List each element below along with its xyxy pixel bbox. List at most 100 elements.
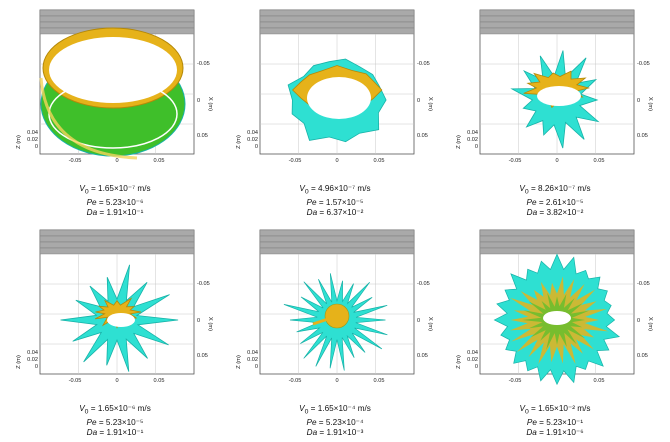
dissolution-front	[493, 253, 621, 386]
band-strip	[259, 247, 415, 255]
side-tick-label: 0	[637, 98, 640, 104]
band-strip	[39, 241, 195, 249]
band-strip	[39, 235, 195, 243]
pe-line: Pe = 5.23×10⁻⁶	[86, 198, 144, 208]
band-strip	[479, 9, 635, 17]
side-tick-label: 0	[197, 98, 200, 104]
side-tick-label: 0	[417, 98, 420, 104]
dissolution-front	[510, 50, 600, 149]
side-tick-label: 0.05	[417, 353, 428, 359]
z-tick-label: 0.04	[247, 350, 258, 356]
band-strip	[39, 229, 195, 237]
z-axis-label: Z (m)	[456, 135, 462, 149]
z-tick-label: 0.04	[247, 130, 258, 136]
side-axis-label: X (m)	[647, 97, 653, 111]
bottom-tick-label: -0.05	[69, 158, 82, 164]
panel-3: -0.05 0 0.05 -0.05 0 0.05 X (m) 0.04 0.02 0 Z (m) …	[456, 4, 653, 217]
z-tick-label: 0	[475, 364, 478, 370]
z-tick-label: 0.04	[467, 130, 478, 136]
bottom-tick-label: 0.05	[374, 158, 385, 164]
dissolution-front	[283, 273, 388, 371]
v0-unit: m/s	[577, 404, 591, 413]
da-line: Da = 1.91×10⁻¹	[86, 428, 144, 438]
panel-4: -0.05 0 0.05 -0.05 0 0.05 X (m) 0.04 0.02 0 Z (m) …	[16, 224, 213, 437]
front-hole	[543, 311, 571, 325]
bottom-tick-label: 0.05	[594, 158, 605, 164]
z-tick-label: 0	[35, 364, 38, 370]
side-tick-label: 0.05	[637, 133, 648, 139]
side-tick-label: 0	[417, 318, 420, 324]
pe-line: Pe = 5.23×10⁻¹	[526, 418, 584, 428]
panel-caption: V0 = 1.65×10⁻² m/s Pe = 5.23×10⁻¹ Da = 1…	[466, 404, 644, 439]
pe-value: 5.23×10⁻⁴	[325, 418, 364, 428]
pe-value: 5.23×10⁻⁶	[105, 198, 144, 208]
bottom-tick-label: -0.05	[69, 378, 82, 384]
bottom-tick-label: -0.05	[289, 378, 302, 384]
side-axis-label: X (m)	[207, 317, 213, 331]
da-value: 6.37×10⁻²	[326, 208, 364, 218]
side-tick-label: 0	[637, 318, 640, 324]
bottom-tick-label: 0	[115, 378, 118, 384]
panel-caption: V0 = 1.65×10⁻⁶ m/s Pe = 5.23×10⁻⁵ Da = 1…	[26, 404, 204, 439]
z-tick-label: 0.02	[27, 357, 38, 363]
v0-value: 1.65×10⁻⁶	[97, 404, 136, 413]
panel-caption: V0 = 8.26×10⁻⁷ m/s Pe = 2.61×10⁻⁵ Da = 3…	[466, 184, 644, 219]
band-strip	[259, 241, 415, 249]
ring-hole	[49, 37, 177, 103]
side-tick-label: -0.05	[417, 281, 430, 287]
panel-5: -0.05 0 0.05 -0.05 0 0.05 X (m) 0.04 0.02 0 Z (m) …	[236, 224, 433, 437]
pe-value: 5.23×10⁻⁵	[105, 418, 144, 428]
dissolution-front	[60, 264, 179, 372]
v0-value: 8.26×10⁻⁷	[538, 184, 576, 193]
z-axis-label: Z (m)	[16, 135, 22, 149]
da-value: 1.91×10⁻⁶	[546, 428, 584, 438]
box-top-band	[479, 229, 635, 255]
side-tick-label: -0.05	[197, 61, 210, 67]
front-hole	[107, 313, 135, 327]
panel-caption: V0 = 1.65×10⁻⁴ m/s Pe = 5.23×10⁻⁴ Da = 1…	[246, 404, 424, 439]
band-strip	[479, 27, 635, 35]
z-tick-label: 0	[475, 144, 478, 150]
panel-caption: V0 = 1.65×10⁻⁷ m/s Pe = 5.23×10⁻⁶ Da = 1…	[26, 184, 204, 219]
band-strip	[479, 229, 635, 237]
z-axis-label: Z (m)	[16, 355, 22, 369]
da-line: Da = 1.91×10⁻³	[306, 428, 364, 438]
bottom-tick-label: 0.05	[594, 378, 605, 384]
pe-line: Pe = 2.61×10⁻⁵	[526, 198, 584, 208]
da-line: Da = 1.91×10⁻⁶	[526, 428, 584, 438]
side-tick-label: 0.05	[197, 133, 208, 139]
side-axis-label: X (m)	[427, 317, 433, 331]
da-line: Da = 6.37×10⁻²	[306, 208, 364, 218]
band-strip	[259, 9, 415, 17]
band-strip	[259, 27, 415, 35]
bottom-tick-label: 0.05	[154, 378, 165, 384]
da-line: Da = 3.82×10⁻²	[526, 208, 584, 218]
bottom-tick-label: 0	[335, 158, 338, 164]
z-tick-label: 0	[255, 364, 258, 370]
pe-value: 2.61×10⁻⁵	[545, 198, 584, 208]
pe-line: Pe = 5.23×10⁻⁴	[306, 418, 364, 428]
v0-line: V0 = 1.65×10⁻⁷ m/s	[79, 184, 151, 196]
side-axis-label: X (m)	[207, 97, 213, 111]
side-tick-label: 0	[197, 318, 200, 324]
panel-2: -0.05 0 0.05 -0.05 0 0.05 X (m) 0.04 0.02 0 Z (m) …	[236, 4, 433, 217]
da-value: 1.91×10⁻¹	[106, 428, 144, 438]
bottom-tick-label: 0	[555, 158, 558, 164]
ring-highlight	[39, 77, 138, 160]
v0-unit: m/s	[357, 184, 371, 193]
band-strip	[39, 21, 195, 29]
da-value: 1.91×10⁻³	[326, 428, 364, 438]
z-tick-label: 0.02	[27, 137, 38, 143]
side-tick-label: -0.05	[637, 61, 650, 67]
side-tick-label: 0.05	[197, 353, 208, 359]
band-strip	[479, 247, 635, 255]
front-streak	[312, 314, 338, 326]
bottom-tick-label: 0	[335, 378, 338, 384]
